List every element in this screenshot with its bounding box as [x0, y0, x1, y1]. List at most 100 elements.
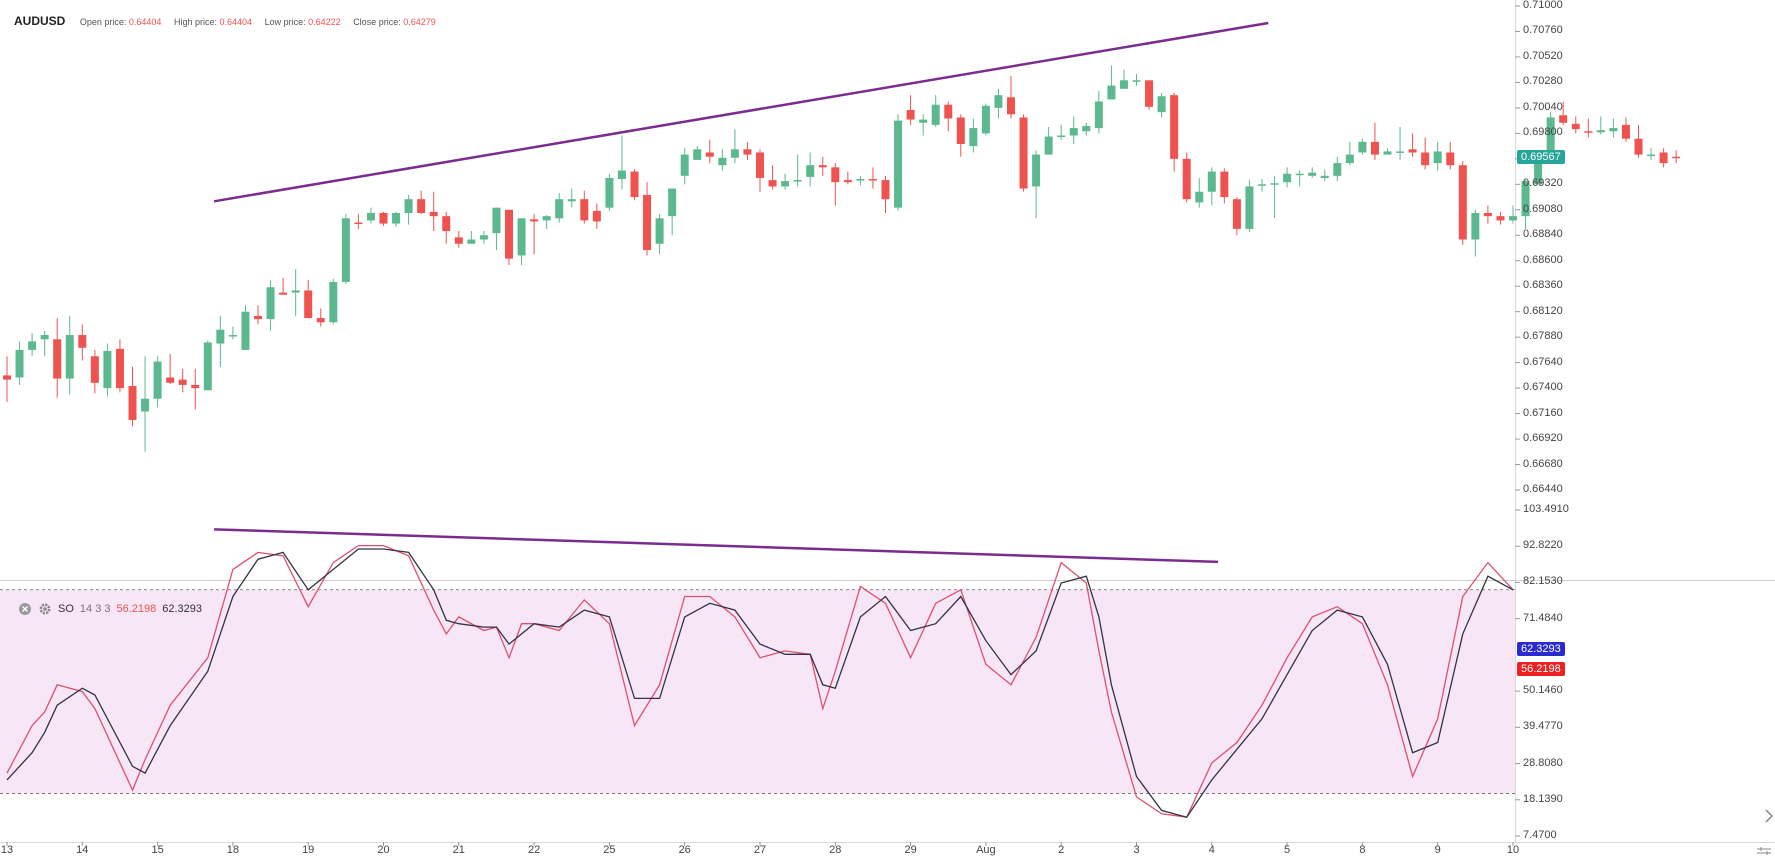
candle-body[interactable] [1596, 130, 1605, 133]
candle-body[interactable] [492, 207, 501, 234]
candle-body[interactable] [1672, 156, 1681, 159]
candle-body[interactable] [467, 239, 476, 244]
candle-body[interactable] [392, 212, 401, 224]
candle-body[interactable] [956, 117, 965, 144]
candle-body[interactable] [1509, 216, 1517, 221]
candle-body[interactable] [944, 104, 953, 119]
candle-body[interactable] [567, 199, 576, 202]
close-circle-icon[interactable] [18, 602, 32, 616]
candle-body[interactable] [868, 179, 877, 181]
candle-body[interactable] [90, 356, 99, 383]
candle-body[interactable] [542, 216, 551, 221]
candle-body[interactable] [241, 311, 250, 350]
candle-body[interactable] [216, 329, 225, 344]
candle-body[interactable] [1471, 212, 1480, 240]
candle-body[interactable] [203, 342, 212, 391]
candle-body[interactable] [906, 110, 915, 120]
candle-body[interactable] [1421, 152, 1430, 166]
candle-body[interactable] [1132, 80, 1141, 82]
candle-body[interactable] [1019, 117, 1028, 189]
chevron-right-icon[interactable] [1765, 809, 1774, 823]
candle-body[interactable] [1408, 149, 1417, 153]
gear-icon[interactable] [38, 602, 52, 616]
candle-body[interactable] [153, 361, 162, 399]
candle-body[interactable] [718, 157, 727, 166]
candle-body[interactable] [856, 179, 865, 181]
candle-body[interactable] [1007, 97, 1015, 115]
candle-body[interactable] [1270, 183, 1279, 185]
candle-body[interactable] [1609, 128, 1618, 132]
candle-body[interactable] [806, 165, 815, 177]
candle-body[interactable] [592, 210, 601, 222]
candle-body[interactable] [831, 167, 840, 183]
candle-body[interactable] [429, 211, 438, 217]
pane-scroll-arrow[interactable] [1765, 809, 1774, 823]
candle-body[interactable] [969, 128, 978, 147]
candle-body[interactable] [793, 180, 802, 182]
candle-body[interactable] [329, 281, 338, 323]
settings-sliders-icon[interactable] [1757, 847, 1771, 855]
candle-body[interactable] [228, 335, 237, 337]
candle-body[interactable] [693, 149, 702, 160]
candle-body[interactable] [1358, 141, 1367, 153]
candle-body[interactable] [768, 180, 777, 187]
candle-body[interactable] [1094, 101, 1103, 129]
candle-body[interactable] [605, 177, 614, 208]
candle-body[interactable] [580, 199, 589, 221]
candle-body[interactable] [1383, 151, 1392, 155]
candle-body[interactable] [655, 218, 664, 244]
candle-body[interactable] [15, 349, 24, 378]
candle-body[interactable] [103, 350, 112, 389]
candle-body[interactable] [617, 170, 626, 180]
candle-body[interactable] [1207, 171, 1216, 192]
candle-body[interactable] [1320, 175, 1329, 178]
candle-body[interactable] [417, 199, 426, 213]
candle-body[interactable] [316, 318, 325, 323]
candle-body[interactable] [1182, 158, 1191, 200]
candle-body[interactable] [1546, 117, 1555, 153]
candle-body[interactable] [65, 335, 74, 379]
candle-body[interactable] [166, 377, 175, 383]
candle-body[interactable] [919, 119, 928, 123]
candle-body[interactable] [404, 199, 413, 213]
candle-body[interactable] [78, 335, 87, 348]
candle-body[interactable] [743, 149, 752, 155]
candle-body[interactable] [128, 385, 137, 420]
candle-body[interactable] [1283, 173, 1292, 183]
stochastic-d-line[interactable] [6, 548, 1514, 818]
candle-body[interactable] [454, 237, 463, 244]
candle-body[interactable] [894, 120, 903, 208]
candle-body[interactable] [1157, 96, 1166, 113]
candle-body[interactable] [254, 315, 262, 320]
candle-body[interactable] [931, 104, 940, 125]
candle-body[interactable] [1107, 85, 1116, 100]
candle-body[interactable] [354, 222, 363, 225]
candle-body[interactable] [40, 335, 49, 340]
candle-body[interactable] [53, 339, 62, 379]
candle-body[interactable] [1119, 80, 1128, 89]
candle-body[interactable] [994, 95, 1003, 108]
candle-body[interactable] [1295, 173, 1304, 176]
candle-body[interactable] [141, 398, 150, 412]
candle-body[interactable] [1496, 216, 1505, 221]
candle-body[interactable] [1082, 125, 1091, 132]
candle-body[interactable] [630, 171, 639, 198]
candle-body[interactable] [1245, 186, 1254, 229]
candle-body[interactable] [1258, 184, 1266, 186]
candle-body[interactable] [379, 212, 388, 224]
candle-body[interactable] [178, 379, 187, 385]
indicator-trendline[interactable] [214, 528, 1219, 564]
candle-body[interactable] [266, 287, 275, 320]
candle-body[interactable] [1333, 163, 1342, 176]
candle-body[interactable] [1458, 165, 1467, 240]
candle-body[interactable] [705, 152, 714, 157]
candle-body[interactable] [730, 149, 739, 158]
candle-body[interactable] [1571, 123, 1580, 130]
candle-body[interactable] [680, 154, 689, 176]
candle-body[interactable] [756, 152, 764, 178]
candle-body[interactable] [1145, 80, 1154, 107]
candle-body[interactable] [1647, 154, 1656, 157]
candle-body[interactable] [517, 218, 526, 256]
candle-body[interactable] [1446, 152, 1455, 166]
